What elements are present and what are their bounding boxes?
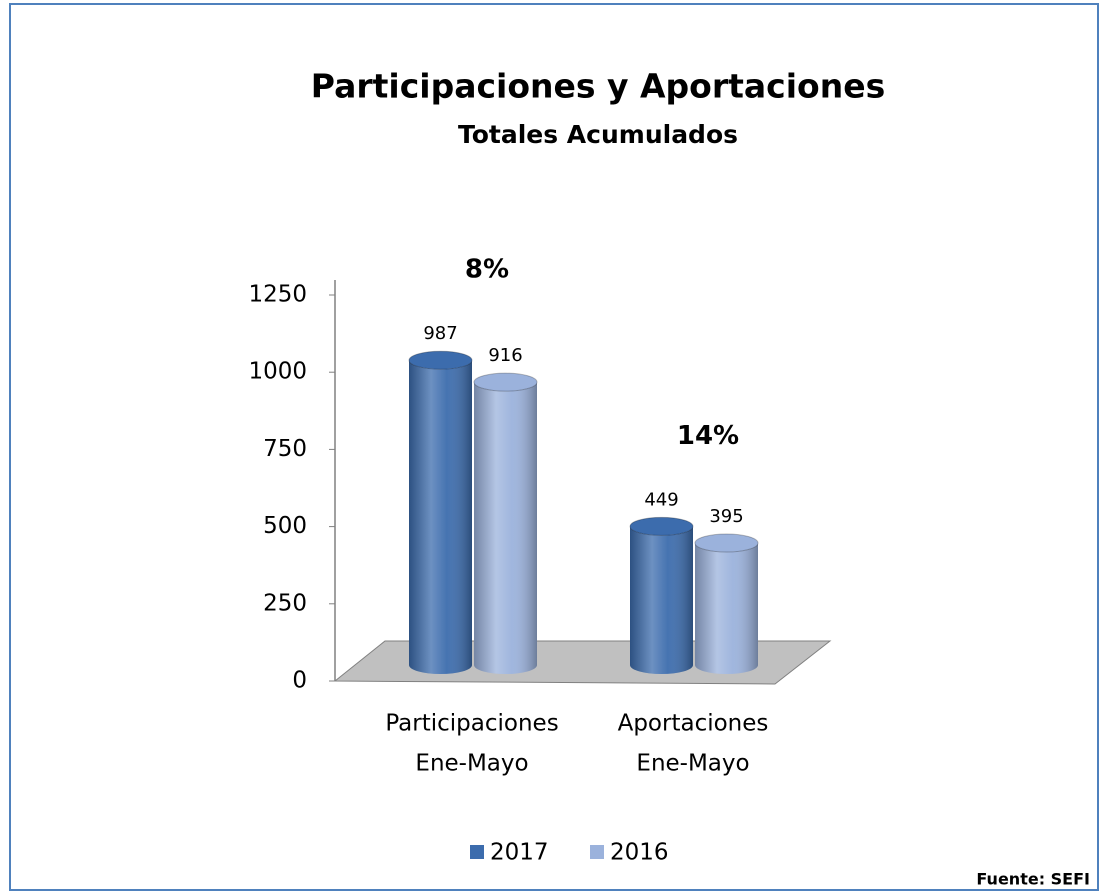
- value-label: 395: [709, 506, 743, 527]
- annotation: 14%: [677, 421, 739, 451]
- y-tick-label: 1000: [248, 359, 307, 385]
- source: Fuente: SEFI: [976, 870, 1090, 889]
- bar-shade: [630, 526, 693, 675]
- value-label: 449: [644, 489, 678, 510]
- value-label: 987: [423, 323, 457, 344]
- bar-shade: [695, 543, 758, 675]
- x-tick-label: Ene-Mayo: [415, 751, 528, 777]
- legend-swatch: [590, 845, 604, 859]
- x-tick-label: Ene-Mayo: [636, 751, 749, 777]
- annotation: 8%: [465, 255, 509, 285]
- x-tick-label: Participaciones: [385, 711, 558, 737]
- bar-shade: [474, 382, 537, 675]
- chart-title: Participaciones y Aportaciones: [311, 67, 885, 106]
- bar-top: [694, 533, 759, 553]
- x-tick-label: Aportaciones: [618, 711, 769, 737]
- y-tick-label: 250: [263, 590, 307, 616]
- bar-top: [408, 350, 473, 370]
- chart-subtitle: Totales Acumulados: [458, 120, 738, 149]
- y-tick-label: 1250: [248, 282, 307, 308]
- bar-top: [473, 372, 538, 392]
- bar-top: [629, 516, 694, 536]
- bar-shade: [409, 360, 472, 675]
- legend-label: 2016: [610, 840, 669, 866]
- legend-label: 2017: [490, 840, 549, 866]
- frame: [9, 3, 1099, 891]
- y-tick-label: 0: [292, 668, 307, 694]
- y-tick-label: 500: [263, 513, 307, 539]
- legend-swatch: [470, 845, 484, 859]
- value-label: 916: [488, 345, 522, 366]
- y-tick-label: 750: [263, 436, 307, 462]
